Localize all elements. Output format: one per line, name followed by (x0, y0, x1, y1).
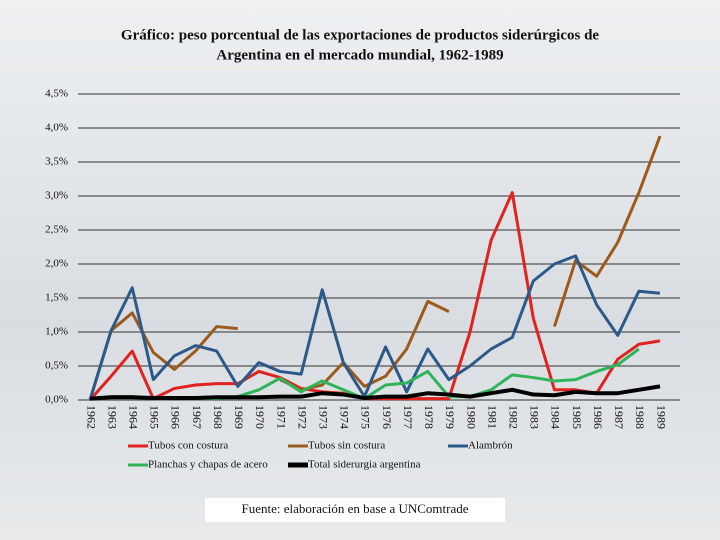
y-tick-label: 3,5% (45, 156, 68, 168)
legend-label: Planchas y chapas de acero (148, 459, 268, 471)
legend-label: Alambrón (468, 440, 513, 452)
series-line (88, 135, 662, 401)
x-tick-label: 1962 (84, 405, 98, 429)
x-tick-label: 1976 (380, 405, 394, 429)
y-tick-label: 0,0% (45, 394, 68, 406)
series-line (88, 254, 661, 401)
x-tick-label: 1975 (359, 405, 373, 429)
x-tick-label: 1982 (506, 405, 520, 429)
x-tick-label: 1980 (464, 405, 478, 429)
y-tick-label: 2,0% (45, 258, 68, 270)
x-tick-label: 1966 (169, 405, 183, 429)
x-tick-label: 1973 (316, 405, 330, 429)
y-tick-label: 4,0% (45, 122, 68, 134)
x-tick-label: 1984 (549, 405, 563, 429)
y-tick-label: 1,5% (45, 292, 68, 304)
y-tick-label: 4,5% (45, 88, 68, 100)
y-tick-label: 2,5% (45, 224, 68, 236)
x-tick-label: 1965 (148, 405, 162, 429)
x-tick-label: 1974 (338, 405, 352, 429)
x-tick-label: 1978 (422, 405, 436, 429)
x-tick-label: 1986 (591, 405, 605, 429)
y-tick-label: 3,0% (45, 190, 68, 202)
source-note: Fuente: elaboración en base a UNComtrade (241, 501, 468, 516)
x-tick-label: 1987 (612, 405, 626, 429)
legend-label: Total siderurgia argentina (308, 459, 421, 471)
legend-label: Tubos sin costura (308, 440, 385, 452)
legend-label: Tubos con costura (148, 440, 228, 452)
x-tick-label: 1988 (633, 405, 647, 429)
chart-title: Gráfico: peso porcentual de las exportac… (121, 27, 600, 43)
x-tick-label: 1979 (443, 405, 457, 429)
x-tick-label: 1969 (232, 405, 246, 429)
x-tick-label: 1989 (654, 405, 668, 429)
y-tick-label: 0,5% (45, 360, 68, 372)
chart-title: Argentina en el mercado mundial, 1962-19… (216, 47, 503, 63)
source-box (205, 498, 505, 522)
x-tick-label: 1983 (528, 405, 542, 429)
x-tick-label: 1968 (211, 405, 225, 429)
x-tick-label: 1970 (253, 405, 267, 429)
x-tick-label: 1967 (190, 405, 204, 429)
x-tick-label: 1977 (401, 405, 415, 429)
x-tick-label: 1981 (485, 405, 499, 429)
x-tick-label: 1985 (570, 405, 584, 429)
x-tick-label: 1963 (105, 405, 119, 429)
series-line (89, 384, 661, 401)
x-tick-label: 1964 (126, 405, 140, 429)
y-tick-label: 1,0% (45, 326, 68, 338)
x-tick-label: 1972 (295, 405, 309, 429)
x-tick-label: 1971 (274, 405, 288, 429)
